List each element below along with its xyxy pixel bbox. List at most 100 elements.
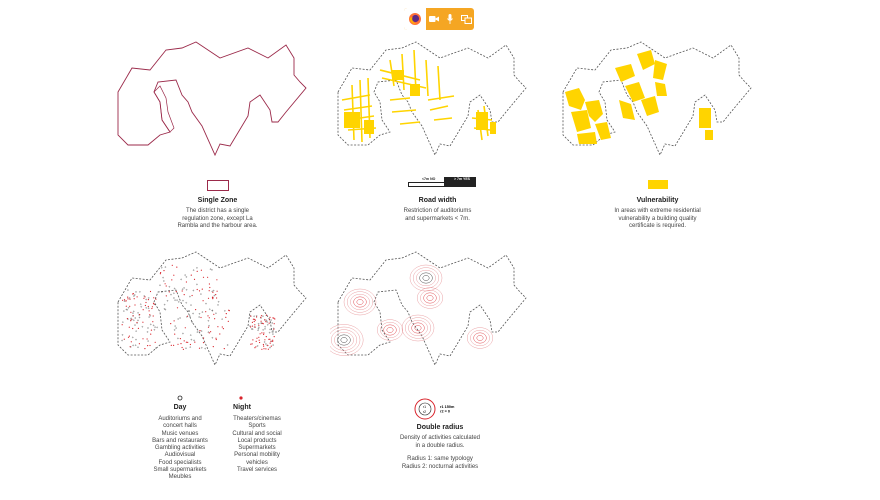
density-contour	[380, 321, 400, 338]
day-dot	[272, 329, 274, 332]
night-dot	[251, 325, 253, 327]
day-dot	[139, 303, 142, 306]
day-dot	[174, 325, 176, 327]
density-contour	[476, 335, 484, 341]
night-dot	[254, 326, 256, 328]
density-contour	[337, 334, 351, 346]
density-contour	[409, 264, 443, 292]
density-contour	[420, 290, 440, 307]
screen-share-icon[interactable]	[458, 8, 474, 30]
day-dot	[163, 280, 165, 282]
list-item: concert halls	[163, 423, 197, 430]
night-dot	[198, 290, 201, 292]
day-dot	[257, 322, 260, 325]
day-dot	[177, 301, 180, 303]
night-dot	[207, 326, 210, 328]
night-dot	[250, 315, 252, 317]
night-dot	[152, 302, 155, 304]
night-activity-dots	[121, 264, 276, 350]
night-dot	[227, 320, 229, 322]
district-outline	[117, 41, 307, 157]
double-radius-map	[330, 251, 527, 366]
day-dot	[270, 319, 272, 321]
night-dot	[147, 345, 149, 347]
rambla-line	[153, 85, 175, 133]
night-dot	[212, 296, 214, 298]
day-dot	[181, 288, 184, 291]
night-dot	[176, 266, 178, 268]
night-dot	[208, 317, 210, 319]
day-dot	[217, 300, 220, 303]
bar-label-yes: > 7m YES	[454, 177, 470, 181]
night-dot	[262, 323, 264, 325]
day-dot	[213, 294, 216, 297]
day-dot	[164, 266, 167, 268]
day-dot	[221, 318, 223, 320]
day-activity-list: Auditoriums and concert halls Music venues…	[135, 416, 225, 482]
camera-icon[interactable]	[426, 8, 442, 30]
night-dot	[260, 315, 263, 317]
night-dot	[184, 327, 186, 329]
density-contour	[330, 329, 358, 351]
night-dot	[138, 343, 140, 345]
night-dot	[272, 340, 274, 342]
night-dot	[258, 324, 260, 326]
night-dot	[222, 328, 224, 330]
night-dot	[198, 347, 201, 349]
night-dot	[190, 274, 192, 276]
day-dot	[183, 287, 185, 289]
night-dot	[137, 327, 139, 329]
night-dot	[147, 299, 149, 301]
day-dot	[185, 347, 187, 350]
day-dot	[189, 295, 191, 298]
day-dot	[191, 321, 193, 323]
night-dot	[149, 314, 151, 316]
night-dot	[122, 299, 124, 301]
night-dot	[261, 332, 263, 334]
microphone-icon[interactable]	[442, 8, 458, 30]
day-dot	[177, 337, 179, 340]
night-dot	[215, 294, 217, 296]
night-dot	[264, 339, 266, 341]
sharing-toolbar	[404, 8, 474, 30]
day-dot	[135, 330, 137, 332]
night-dot	[268, 322, 270, 324]
day-dot	[250, 328, 253, 330]
day-dot	[168, 285, 171, 288]
night-dot	[208, 332, 210, 334]
night-dot	[259, 341, 261, 344]
night-dot	[255, 346, 257, 348]
night-dot	[177, 343, 179, 345]
day-dot	[257, 327, 260, 330]
day-dot	[175, 327, 177, 329]
night-dot	[195, 309, 197, 311]
night-dot	[252, 318, 254, 320]
day-dot	[262, 315, 264, 317]
list-item: Audiovisual	[164, 452, 196, 459]
day-dot	[189, 334, 192, 336]
night-dot	[259, 333, 261, 335]
day-dot	[189, 315, 191, 317]
list-item: Local products	[237, 437, 277, 444]
density-contour	[330, 326, 361, 354]
night-dot	[216, 290, 218, 292]
night-dot	[214, 318, 216, 320]
day-dot	[269, 346, 271, 349]
day-dot	[185, 301, 188, 304]
vulnerability-swatch	[648, 180, 668, 189]
night-dot	[131, 318, 133, 320]
night-dot	[273, 336, 275, 338]
day-dot	[185, 288, 188, 291]
legend-r2: r2	[423, 410, 426, 414]
night-dot	[202, 276, 205, 278]
night-dot	[252, 339, 254, 341]
night-dot	[267, 348, 269, 350]
night-dot	[132, 293, 134, 295]
night-dot	[209, 286, 211, 289]
night-dot	[171, 279, 173, 281]
day-dot	[211, 309, 214, 312]
single-zone-map	[117, 41, 307, 157]
night-dot	[174, 333, 176, 335]
district-outline-dashed	[337, 41, 527, 156]
night-dot	[173, 344, 175, 346]
